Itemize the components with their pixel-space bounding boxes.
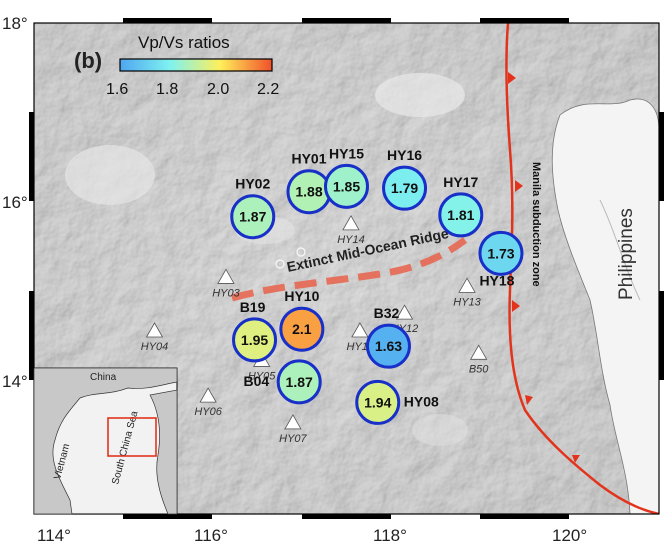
station-circle — [355, 379, 401, 425]
triangle-label: B50 — [469, 363, 489, 375]
station-value: 1.85 — [333, 178, 360, 194]
station-circle — [438, 192, 484, 238]
ocean-bottom-seismometer-triangle — [351, 322, 369, 338]
x-tick-label: 120° — [552, 526, 587, 545]
philippines-label: Philippines — [616, 208, 637, 300]
station-circle — [478, 230, 524, 276]
station-circle — [232, 317, 278, 363]
station-label: HY16 — [387, 147, 422, 163]
station-circle — [365, 323, 411, 369]
colorbar-tick: 2.0 — [207, 81, 229, 98]
station-circle — [324, 163, 369, 209]
station-value: 1.63 — [375, 338, 402, 354]
y-tick-label: 16° — [2, 193, 28, 212]
station-label: HY10 — [284, 288, 319, 304]
colorbar-tick: 2.2 — [257, 81, 279, 98]
station-label: HY08 — [404, 393, 439, 409]
triangle-label: HY04 — [141, 341, 169, 353]
triangle-label: HY05 — [248, 370, 276, 382]
ocean-bottom-seismometer-triangle — [469, 344, 488, 360]
triangle-label: HY14 — [337, 234, 365, 246]
station-value: 1.87 — [239, 209, 266, 225]
y-tick-label: 18° — [2, 14, 28, 33]
colorbar-tick: 1.6 — [106, 81, 128, 98]
subduction-label: Manila subduction zone — [530, 162, 542, 287]
extinct-ridge-line — [231, 237, 468, 302]
y-axis-labels: 18° 16° 14° — [2, 14, 28, 391]
triangle-label: HY03 — [212, 287, 240, 299]
station-circle — [276, 359, 322, 405]
inset-label-china: China — [90, 372, 117, 383]
x-axis-labels: 114° 116° 118° 120° — [37, 526, 587, 545]
colorbar-tick: 1.8 — [156, 81, 178, 98]
station-label: HY01 — [291, 151, 326, 167]
station-circle — [230, 194, 276, 240]
station-value: 2.1 — [292, 321, 312, 337]
ocean-bottom-seismometer-triangle — [284, 414, 302, 430]
station-value: 1.88 — [295, 184, 322, 200]
station-label: HY15 — [329, 145, 364, 161]
frame-ticks — [29, 18, 664, 519]
station-value: 1.87 — [286, 374, 313, 390]
x-tick-label: 116° — [194, 526, 228, 545]
ocean-bottom-seismometer-triangle — [342, 215, 360, 231]
station-value: 1.95 — [241, 332, 268, 348]
inset-map: China Vietnam South China Sea — [33, 367, 178, 515]
colorbar-title: Vp/Vs ratios — [138, 33, 230, 52]
station-label: HY02 — [235, 176, 270, 192]
ocean-bottom-seismometer-triangle — [145, 322, 164, 338]
station-value: 1.79 — [391, 180, 418, 196]
x-tick-label: 114° — [37, 526, 71, 545]
inset-study-area-box — [107, 417, 157, 457]
triangle-label: HY06 — [194, 406, 222, 418]
relief-background — [34, 23, 659, 514]
colorbar — [119, 58, 273, 72]
station-label: HY18 — [479, 272, 514, 288]
ocean-bottom-seismometer-triangle — [395, 304, 414, 320]
station-circle — [382, 165, 428, 211]
panel-label: (b) — [74, 48, 102, 73]
triangle-label: HY07 — [279, 433, 307, 445]
station-value: 1.73 — [487, 245, 514, 261]
station-label: B32 — [374, 305, 400, 321]
ocean-bottom-seismometer-triangle — [199, 387, 217, 403]
manila-trench-line — [505, 23, 659, 514]
station-label: B04 — [243, 373, 269, 389]
station-value: 1.94 — [364, 394, 391, 410]
station-layer: 1.87 HY02 1.88 HY01 1.85 HY15 1.79 HY16 1.81 HY17… — [230, 145, 524, 425]
station-circle — [279, 306, 325, 352]
ocean-bottom-seismometer-triangle — [458, 277, 476, 293]
x-tick-label: 118° — [373, 526, 407, 545]
ocean-bottom-seismometer-triangle — [217, 268, 235, 284]
station-label: HY17 — [443, 174, 478, 190]
triangle-label: HY13 — [453, 296, 481, 308]
station-label: B19 — [240, 299, 266, 315]
y-tick-label: 14° — [2, 372, 28, 391]
station-value: 1.81 — [447, 207, 474, 223]
